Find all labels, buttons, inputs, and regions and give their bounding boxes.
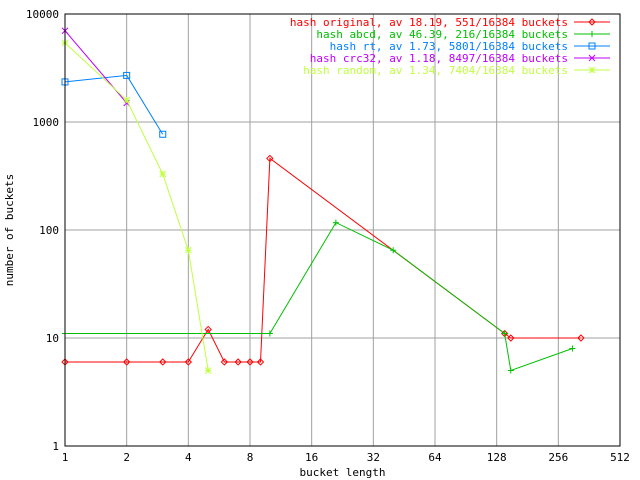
data-point	[159, 170, 167, 178]
data-point	[204, 367, 212, 374]
data-point	[266, 330, 273, 337]
x-tick-label: 128	[487, 451, 507, 464]
data-point	[159, 358, 167, 366]
data-point	[588, 66, 596, 74]
x-tick-label: 32	[367, 451, 380, 464]
legend-label: hash abcd, av 46.39, 216/16384 buckets	[316, 28, 568, 41]
y-axis-label: number of buckets	[3, 174, 16, 287]
axis-ticks: 1 2 4 8 16 32 64 128 256 512 1 10 100 1000 10000	[26, 8, 630, 464]
data-point	[159, 130, 167, 138]
data-point	[588, 42, 596, 50]
data-point	[184, 358, 193, 366]
y-tick-label: 10000	[26, 8, 59, 21]
data-point	[507, 334, 515, 342]
data-point	[220, 358, 229, 366]
plot-frame	[64, 13, 621, 447]
data-point	[123, 96, 131, 104]
series-line	[61, 39, 212, 374]
data-point	[569, 345, 576, 352]
y-tick-label: 100	[39, 224, 59, 237]
x-tick-label: 8	[247, 451, 254, 464]
legend-label: hash crc32, av 1.18, 8497/16384 buckets	[310, 52, 568, 65]
data-point	[122, 358, 131, 366]
data-point	[266, 154, 274, 163]
legend-label: hash random, av 1.34, 7404/16384 buckets	[303, 64, 568, 77]
legend-label: hash rt, av 1.73, 5801/16384 buckets	[330, 40, 568, 53]
data-point	[204, 325, 212, 334]
x-tick-label: 1	[62, 451, 69, 464]
legend: hash original, av 18.19, 551/16384 bucke…	[290, 16, 610, 77]
data-point	[588, 18, 596, 26]
x-tick-label: 256	[548, 451, 568, 464]
y-tick-label: 1	[52, 440, 59, 453]
data-point	[234, 358, 242, 366]
data-point	[246, 358, 254, 366]
data-point	[501, 330, 508, 337]
data-point	[589, 31, 595, 37]
legend-label: hash original, av 18.19, 551/16384 bucke…	[290, 16, 568, 29]
x-tick-label: 64	[428, 451, 442, 464]
x-tick-label: 16	[305, 451, 318, 464]
data-point	[390, 247, 397, 254]
data-point	[507, 367, 514, 374]
x-tick-label: 4	[185, 451, 192, 464]
series-layer	[61, 27, 585, 374]
data-point	[588, 54, 596, 62]
y-tick-label: 10	[46, 332, 59, 345]
y-tick-label: 1000	[33, 116, 60, 129]
data-point	[184, 246, 192, 254]
x-axis-label: bucket length	[299, 466, 385, 479]
series-polyline	[64, 74, 164, 135]
x-tick-label: 512	[610, 451, 630, 464]
data-point	[332, 219, 339, 226]
x-tick-label: 2	[123, 451, 130, 464]
data-point	[256, 358, 265, 366]
data-point	[577, 334, 585, 342]
data-point	[123, 71, 131, 79]
